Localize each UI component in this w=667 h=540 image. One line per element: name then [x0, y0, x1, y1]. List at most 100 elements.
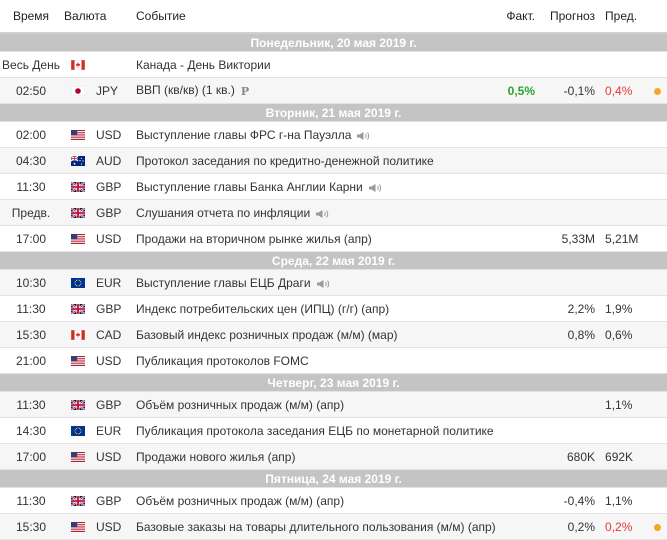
event-title-link[interactable]: Протокол заседания по кредитно-денежной … — [136, 153, 434, 168]
speech-icon — [368, 182, 384, 193]
event-title-link[interactable]: Объём розничных продаж (м/м) (апр) — [136, 397, 345, 412]
uk-flag-icon — [71, 182, 85, 193]
event-title-link[interactable]: Индекс потребительских цен (ИПЦ) (г/г) (… — [136, 301, 390, 316]
event-row[interactable]: 15:30 CAD Базовый индекс розничных продаж … — [0, 321, 667, 348]
event-row[interactable]: 14:30 EUR Публикация протокола заседания Е… — [0, 417, 667, 444]
event-title-link[interactable]: Выступление главы ЕЦБ Драги — [136, 275, 311, 290]
event-forecast: 5,33M — [539, 225, 600, 252]
event-row[interactable]: 02:00 USD Выступление главы ФРС г-на Пауэл… — [0, 121, 667, 148]
flag-cell — [62, 347, 94, 374]
day-label: Пятница, 24 мая 2019 г. — [0, 469, 667, 488]
day-label: Понедельник, 20 мая 2019 г. — [0, 33, 667, 52]
header-time[interactable]: Время — [0, 0, 62, 34]
event-title-link[interactable]: Выступление главы ФРС г-на Пауэлла — [136, 127, 352, 142]
event-actual — [499, 391, 540, 418]
speech-icon — [356, 130, 372, 141]
event-title-link[interactable]: ВВП (кв/кв) (1 кв.) — [136, 83, 235, 98]
event-title-cell: Продажи на вторичном рынке жилья (апр) — [132, 225, 500, 252]
event-actual — [499, 347, 540, 374]
event-actual — [499, 295, 540, 322]
event-actual — [499, 443, 540, 470]
event-title-link[interactable]: Публикация протокола заседания ЕЦБ по мо… — [136, 423, 494, 438]
flag-cell — [62, 443, 94, 470]
event-forecast: 2,2% — [539, 295, 600, 322]
flag-cell — [62, 295, 94, 322]
header-currency[interactable]: Валюта — [62, 0, 133, 34]
event-title-link[interactable]: Продажи на вторичном рынке жилья (апр) — [136, 231, 372, 246]
preliminary-icon: P — [240, 84, 250, 98]
event-row[interactable]: 04:30 AUD Протокол заседания по кредитно-д… — [0, 147, 667, 174]
event-title-link[interactable]: Объём розничных продаж (м/м) (апр) — [136, 493, 345, 508]
flag-cell — [62, 269, 94, 296]
event-title-link[interactable]: Слушания отчета по инфляции — [136, 205, 311, 220]
event-previous: 0,4% — [599, 77, 648, 104]
event-title-link[interactable]: Выступление главы Банка Англии Карни — [136, 179, 363, 194]
event-forecast: 680K — [539, 443, 600, 470]
event-row[interactable]: 11:30 GBP Индекс потребительских цен (ИПЦ)… — [0, 295, 667, 322]
table-header-row: Время Валюта Событие Факт. Прогноз Пред. — [0, 0, 667, 34]
header-actual[interactable]: Факт. — [499, 0, 540, 34]
revision-cell — [647, 295, 667, 322]
event-forecast — [539, 199, 600, 226]
day-label: Вторник, 21 мая 2019 г. — [0, 103, 667, 122]
event-title-cell: ВВП (кв/кв) (1 кв.) P — [132, 77, 500, 104]
event-previous: 1,9% — [599, 295, 648, 322]
header-forecast[interactable]: Прогноз — [539, 0, 600, 34]
revision-cell — [647, 417, 667, 444]
revision-dot-icon[interactable] — [653, 523, 661, 531]
event-row[interactable]: Весь День Канада - День Виктории — [0, 51, 667, 78]
uk-flag-icon — [71, 400, 85, 411]
event-title-link[interactable]: Канада - День Виктории — [136, 57, 271, 72]
event-row[interactable]: 10:30 EUR Выступление главы ЕЦБ Драги — [0, 269, 667, 296]
event-time: 11:30 — [0, 391, 62, 418]
event-row[interactable]: Предв. GBP Слушания отчета по инфляции — [0, 199, 667, 226]
event-currency: USD — [94, 513, 133, 540]
event-previous: 1,1% — [599, 391, 648, 418]
event-row[interactable]: 15:30 USD Базовые заказы на товары длитель… — [0, 513, 667, 540]
event-row[interactable]: 21:00 USD Публикация протоколов FOMC — [0, 347, 667, 374]
event-title-link[interactable]: Базовые заказы на товары длительного пол… — [136, 519, 496, 534]
event-actual — [499, 269, 540, 296]
event-currency: USD — [94, 443, 133, 470]
event-title-link[interactable]: Базовый индекс розничных продаж (м/м) (м… — [136, 327, 398, 342]
event-row[interactable]: 11:30 GBP Объём розничных продаж (м/м) (ап… — [0, 391, 667, 418]
event-title-link[interactable]: Продажи нового жилья (апр) — [136, 449, 296, 464]
event-time: 21:00 — [0, 347, 62, 374]
event-currency: USD — [94, 347, 133, 374]
event-row[interactable]: 11:30 GBP Выступление главы Банка Англии К… — [0, 173, 667, 200]
revision-dot-icon[interactable] — [653, 87, 661, 95]
event-currency: GBP — [94, 173, 133, 200]
event-row[interactable]: 17:00 USD Продажи нового жилья (апр) 680K 69… — [0, 443, 667, 470]
day-separator-row: Пятница, 24 мая 2019 г. — [0, 469, 667, 488]
event-row[interactable]: 17:00 USD Продажи на вторичном рынке жилья… — [0, 225, 667, 252]
event-currency: GBP — [94, 199, 133, 226]
event-title-cell: Канада - День Виктории — [132, 51, 500, 78]
header-previous[interactable]: Пред. — [599, 0, 667, 34]
event-title-cell: Базовые заказы на товары длительного пол… — [132, 513, 500, 540]
header-event[interactable]: Событие — [132, 0, 500, 34]
event-time: 14:30 — [0, 417, 62, 444]
event-forecast — [539, 121, 600, 148]
flag-cell — [62, 487, 94, 514]
flag-cell — [62, 513, 94, 540]
event-row[interactable]: 11:30 GBP Объём розничных продаж (м/м) (ап… — [0, 487, 667, 514]
revision-cell — [647, 269, 667, 296]
event-previous — [599, 173, 648, 200]
day-separator-row: Четверг, 23 мая 2019 г. — [0, 373, 667, 392]
event-time: 02:50 — [0, 77, 62, 104]
event-row[interactable]: 02:50 JPY ВВП (кв/кв) (1 кв.) P 0,5% -0,1% 0,4… — [0, 77, 667, 104]
event-previous: 5,21M — [599, 225, 648, 252]
event-title-link[interactable]: Публикация протоколов FOMC — [136, 353, 309, 368]
event-previous — [599, 269, 648, 296]
event-actual — [499, 487, 540, 514]
calendar-body: Понедельник, 20 мая 2019 г. Весь День Кана… — [0, 33, 667, 540]
flag-cell — [62, 417, 94, 444]
event-currency: EUR — [94, 269, 133, 296]
event-actual — [499, 147, 540, 174]
event-time: 02:00 — [0, 121, 62, 148]
event-title-cell: Индекс потребительских цен (ИПЦ) (г/г) (… — [132, 295, 500, 322]
event-title-cell: Публикация протоколов FOMC — [132, 347, 500, 374]
event-title-cell: Объём розничных продаж (м/м) (апр) — [132, 487, 500, 514]
event-previous — [599, 147, 648, 174]
